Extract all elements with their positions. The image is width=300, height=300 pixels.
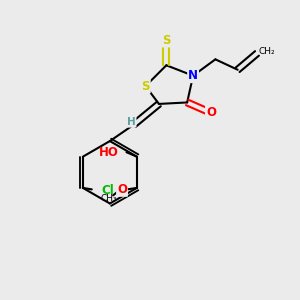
Text: CH₂: CH₂ — [259, 47, 275, 56]
Text: O: O — [206, 106, 216, 119]
Text: S: S — [141, 80, 150, 93]
Text: Cl: Cl — [101, 184, 114, 197]
Text: H: H — [127, 117, 136, 127]
Text: HO: HO — [99, 146, 119, 159]
Text: N: N — [188, 69, 198, 82]
Text: S: S — [162, 34, 171, 46]
Text: CH₃: CH₃ — [100, 194, 117, 203]
Text: O: O — [117, 183, 127, 196]
